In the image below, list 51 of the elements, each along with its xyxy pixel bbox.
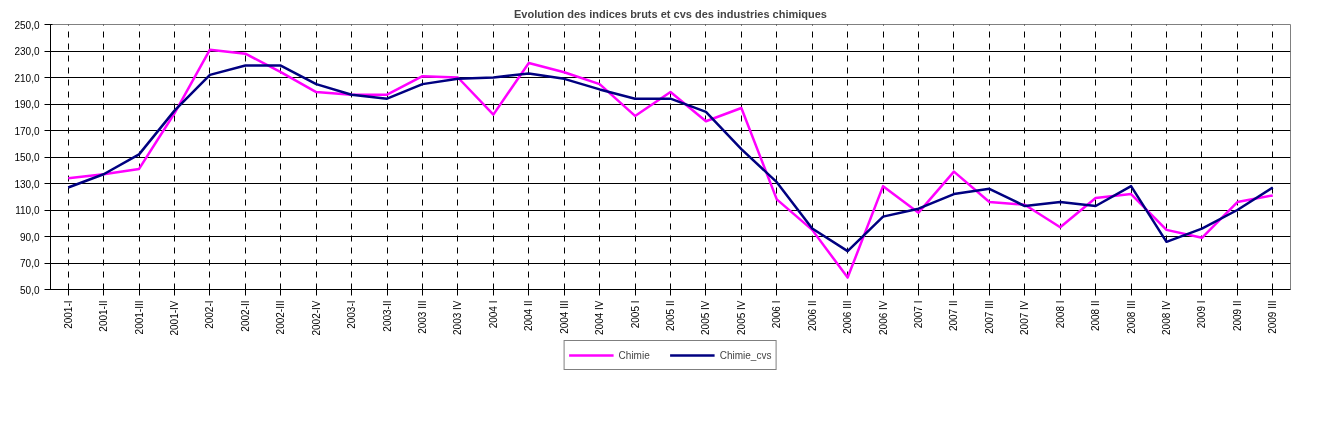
x-tick-label: 2001-I	[62, 300, 74, 329]
x-tick-label: 2008 IV	[1161, 300, 1172, 335]
line-series	[66, 64, 1275, 253]
y-tick-label: 70,0	[20, 258, 40, 269]
y-tick-label: 50,0	[20, 284, 40, 296]
x-tick-label: 2003-I	[346, 300, 358, 329]
y-tick-label: 90,0	[20, 231, 40, 243]
x-tick-label: 2004 II	[523, 300, 535, 332]
x-tick-label: 2002-IV	[310, 300, 322, 336]
x-tick-label: 2007 I	[913, 300, 924, 329]
y-tick-label: 230,0	[14, 46, 40, 57]
x-tick-label: 2004 III	[558, 300, 570, 334]
x-tick-label: 2001-II	[98, 300, 110, 332]
legend-label: Chimie	[618, 349, 650, 361]
x-tick-label: 2007 II	[948, 300, 960, 332]
x-tick-label: 2009 II	[1231, 300, 1243, 332]
legend-label: Chimie_cvs	[719, 349, 772, 361]
y-tick-label: 170,0	[14, 125, 40, 137]
x-tick-label: 2005 IV	[700, 300, 712, 335]
y-tick-label: 210,0	[14, 72, 40, 84]
x-tick-label: 2009 III	[1267, 300, 1279, 334]
x-tick-label: 2003 IV	[452, 300, 464, 335]
x-tick-label: 2007 IV	[1019, 300, 1031, 335]
x-tick-label: 2007 III	[983, 300, 995, 334]
x-tick-label: 2002-III	[275, 300, 287, 335]
x-tick-label: 2001-III	[133, 300, 145, 335]
x-tick-label: 2002-II	[239, 300, 251, 332]
x-tick-label: 2008 I	[1054, 300, 1066, 329]
x-tick-label: 2006 IV	[877, 300, 889, 335]
x-tick-label: 2004 IV	[594, 300, 606, 335]
x-tick-label: 2005 IV	[735, 300, 747, 335]
x-tick-label: 2004 I	[487, 300, 499, 329]
x-tick-label: 2005 II	[665, 300, 676, 332]
x-tick-label: 2008 II	[1090, 300, 1102, 332]
x-tick-label: 2002-I	[204, 300, 216, 329]
x-tick-label: 2009 I	[1196, 300, 1208, 329]
x-tick-label: 2006 I	[771, 300, 783, 329]
y-tick-label: 150,0	[14, 152, 40, 163]
x-tick-label: 2003 III	[417, 300, 428, 334]
line-series	[66, 48, 1275, 279]
x-tick-label: 2003-II	[381, 300, 393, 332]
x-tick-label: 2005 I	[629, 300, 641, 329]
chart-title: Evolution des indices bruts et cvs des industries chimiques	[514, 7, 827, 20]
x-tick-label: 2006 III	[842, 300, 854, 334]
y-tick-label: 250,0	[14, 19, 40, 31]
y-tick-label: 190,0	[14, 99, 40, 110]
y-tick-label: 110,0	[15, 205, 40, 216]
x-tick-label: 2008 III	[1125, 300, 1137, 334]
x-tick-label: 2006 II	[806, 300, 818, 332]
x-tick-label: 2001-IV	[169, 300, 180, 336]
y-tick-label: 130,0	[14, 178, 40, 190]
